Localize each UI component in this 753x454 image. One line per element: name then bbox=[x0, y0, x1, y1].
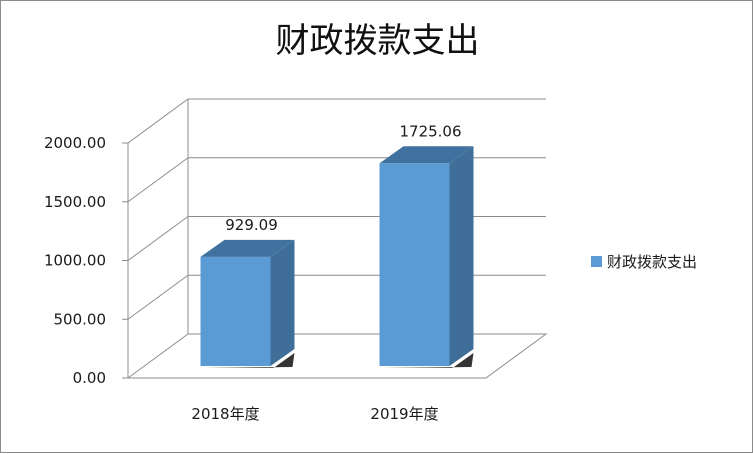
y-tick-label: 2000.00 bbox=[44, 134, 106, 152]
bar-shadow bbox=[382, 353, 474, 368]
bar-side bbox=[270, 239, 295, 366]
data-label: 1725.06 bbox=[399, 122, 461, 140]
data-label: 929.09 bbox=[225, 216, 278, 234]
bar-side bbox=[449, 146, 474, 366]
y-tick-label: 1000.00 bbox=[44, 252, 106, 270]
x-category-label: 2019年度 bbox=[370, 405, 438, 423]
x-category-label: 2018年度 bbox=[191, 405, 259, 423]
legend-swatch bbox=[591, 256, 602, 267]
legend-label: 财政拨款支出 bbox=[607, 253, 697, 271]
chart-floor bbox=[126, 333, 548, 379]
gridline-diagonal bbox=[127, 216, 189, 261]
gridline-diagonal bbox=[127, 157, 189, 203]
bar-front bbox=[379, 163, 450, 366]
bar-shadow bbox=[203, 353, 295, 368]
y-tick-label: 500.00 bbox=[54, 310, 107, 328]
gridline-diagonal bbox=[127, 274, 189, 320]
chart-title: 财政拨款支出 bbox=[275, 21, 480, 61]
bar-top bbox=[200, 239, 295, 257]
y-tick-label: 0.00 bbox=[73, 369, 106, 387]
bar-front bbox=[200, 256, 271, 366]
bar-top bbox=[379, 146, 474, 164]
y-tick-label: 1500.00 bbox=[44, 193, 106, 211]
gridline-diagonal bbox=[127, 98, 189, 144]
